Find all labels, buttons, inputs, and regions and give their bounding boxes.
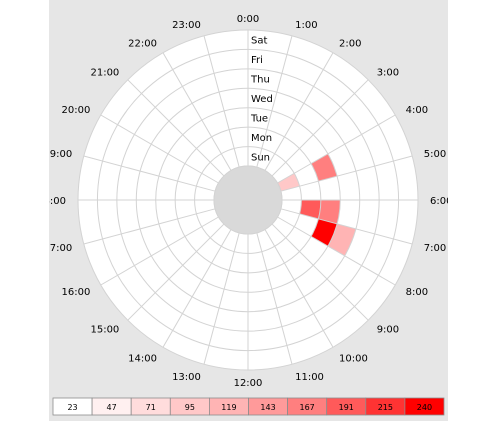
spoke-line bbox=[127, 79, 225, 177]
center-hub-circle bbox=[213, 165, 283, 235]
hour-label: 1:00 bbox=[295, 20, 317, 31]
hour-label: 7:00 bbox=[424, 243, 446, 254]
spoke-line bbox=[162, 229, 232, 348]
hour-label: 9:00 bbox=[377, 325, 399, 336]
legend-label: 23 bbox=[67, 403, 77, 412]
spoke-line bbox=[203, 35, 240, 168]
legend-label: 47 bbox=[107, 403, 117, 412]
ring-label-thu: Thu bbox=[250, 75, 270, 86]
heatmap-cell-tue-6 bbox=[318, 200, 341, 224]
hour-label: 2:00 bbox=[339, 38, 361, 49]
hour-label: 5:00 bbox=[424, 149, 446, 160]
heatmap-cell-mon-6 bbox=[299, 200, 321, 219]
spoke-line bbox=[277, 114, 396, 184]
legend-label: 167 bbox=[300, 403, 315, 412]
ring-label-fri: Fri bbox=[251, 55, 263, 66]
ring-label-sun: Sun bbox=[251, 152, 270, 163]
center-hub bbox=[213, 165, 283, 235]
spoke-line bbox=[271, 79, 369, 177]
spoke-line bbox=[277, 216, 396, 286]
legend-label: 215 bbox=[378, 403, 393, 412]
heatmap-cell-sun-4 bbox=[277, 173, 300, 192]
spoke-line bbox=[256, 35, 293, 168]
chart-area: Sun Mon Tue Wed Thu Fri Sat 0:00 1:00 2:00 3:00 4:… bbox=[37, 0, 452, 421]
hour-label: 14:00 bbox=[128, 354, 157, 365]
hour-label: 15:00 bbox=[90, 325, 119, 336]
spoke-line bbox=[280, 208, 413, 245]
spoke-line bbox=[264, 52, 334, 171]
legend-label: 191 bbox=[339, 403, 354, 412]
heatmap-cell-tue-7 bbox=[311, 218, 338, 247]
right-margin bbox=[448, 0, 500, 421]
spoke-line bbox=[271, 223, 369, 321]
spoke-line bbox=[127, 223, 225, 321]
spoke-line bbox=[100, 114, 219, 184]
hour-label: 17:00 bbox=[49, 243, 72, 254]
grid-lines bbox=[77, 29, 419, 371]
color-legend: 23 47 71 95 119 143 167 191 215 240 bbox=[52, 397, 445, 416]
radial-heatmap-chart: Sun Mon Tue Wed Thu Fri Sat 0:00 1:00 2:00 3:00 4:… bbox=[37, 14, 452, 416]
hour-label: 11:00 bbox=[295, 372, 324, 383]
legend-label: 143 bbox=[260, 403, 275, 412]
day-ring-labels: Sun Mon Tue Wed Thu Fri Sat bbox=[250, 36, 273, 164]
legend-label: 119 bbox=[221, 403, 236, 412]
ring-label-tue: Tue bbox=[250, 113, 268, 124]
hour-label: 16:00 bbox=[62, 287, 91, 298]
hour-label: 10:00 bbox=[339, 354, 368, 365]
heatmap-cell-thu-6 bbox=[355, 200, 380, 234]
spoke-line bbox=[100, 216, 219, 286]
heatmap-cell-wed-6 bbox=[337, 200, 360, 229]
hour-label: 23:00 bbox=[172, 20, 201, 31]
spoke-line bbox=[83, 208, 216, 245]
spoke-line bbox=[162, 52, 232, 171]
hour-label: 21:00 bbox=[90, 67, 119, 78]
hour-label: 6:00 bbox=[430, 196, 448, 207]
hour-label: 20:00 bbox=[62, 105, 91, 116]
hour-label: 19:00 bbox=[49, 149, 72, 160]
heatmap-cell-tue-4 bbox=[311, 153, 338, 182]
hour-label: 0:00 bbox=[237, 14, 259, 25]
left-margin bbox=[0, 0, 49, 421]
legend-label: 240 bbox=[417, 403, 432, 412]
ring-label-sat: Sat bbox=[251, 36, 267, 47]
hour-label: 12:00 bbox=[234, 378, 263, 389]
legend-label: 71 bbox=[146, 403, 156, 412]
spoke-line bbox=[280, 155, 413, 192]
ring-label-wed: Wed bbox=[251, 94, 273, 105]
spoke-line bbox=[264, 229, 334, 348]
heatmap-cell-thu-3 bbox=[326, 107, 362, 145]
hour-label: 8:00 bbox=[406, 287, 428, 298]
legend-label: 95 bbox=[185, 403, 195, 412]
hour-label: 4:00 bbox=[406, 105, 428, 116]
spoke-line bbox=[203, 232, 240, 365]
hour-label: 3:00 bbox=[377, 67, 399, 78]
hour-label: 18:00 bbox=[49, 196, 66, 207]
hour-label: 22:00 bbox=[128, 38, 157, 49]
hour-label: 13:00 bbox=[172, 372, 201, 383]
ring-label-mon: Mon bbox=[251, 133, 272, 144]
legend-swatch bbox=[404, 397, 445, 416]
spoke-line bbox=[83, 155, 216, 192]
spoke-line bbox=[256, 232, 293, 365]
hour-labels: 0:00 1:00 2:00 3:00 4:00 5:00 6:00 7:00 8:00 9:00… bbox=[37, 14, 452, 389]
